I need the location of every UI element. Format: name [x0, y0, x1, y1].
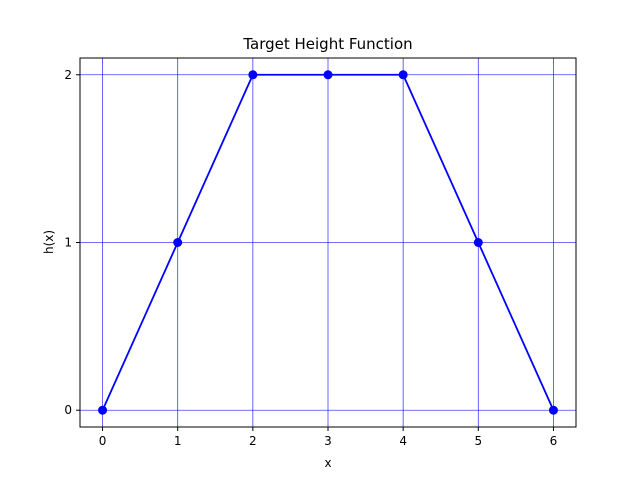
data-point [473, 238, 483, 247]
chart-title: Target Height Function [242, 35, 412, 53]
x-tick-label: 1 [174, 434, 182, 448]
x-axis-label: x [324, 456, 331, 470]
y-axis-label: h(x) [42, 230, 56, 254]
data-point [98, 405, 108, 415]
x-tick-label: 6 [550, 434, 558, 448]
data-point [248, 70, 258, 80]
x-tick-label: 0 [99, 434, 107, 448]
x-tick-label: 3 [324, 434, 332, 448]
tick-layer: 0 1 2 3 4 5 6 0 1 2 [64, 68, 557, 448]
x-tick-label: 5 [474, 434, 482, 448]
y-tick-label: 1 [64, 236, 72, 250]
y-tick-label: 2 [64, 68, 72, 82]
data-point [173, 238, 183, 247]
x-tick-label: 2 [249, 434, 257, 448]
series-layer [98, 70, 558, 415]
data-point [323, 70, 333, 80]
data-point [548, 405, 558, 415]
y-tick-label: 0 [64, 403, 72, 417]
x-tick-label: 4 [399, 434, 407, 448]
data-point [398, 70, 408, 80]
